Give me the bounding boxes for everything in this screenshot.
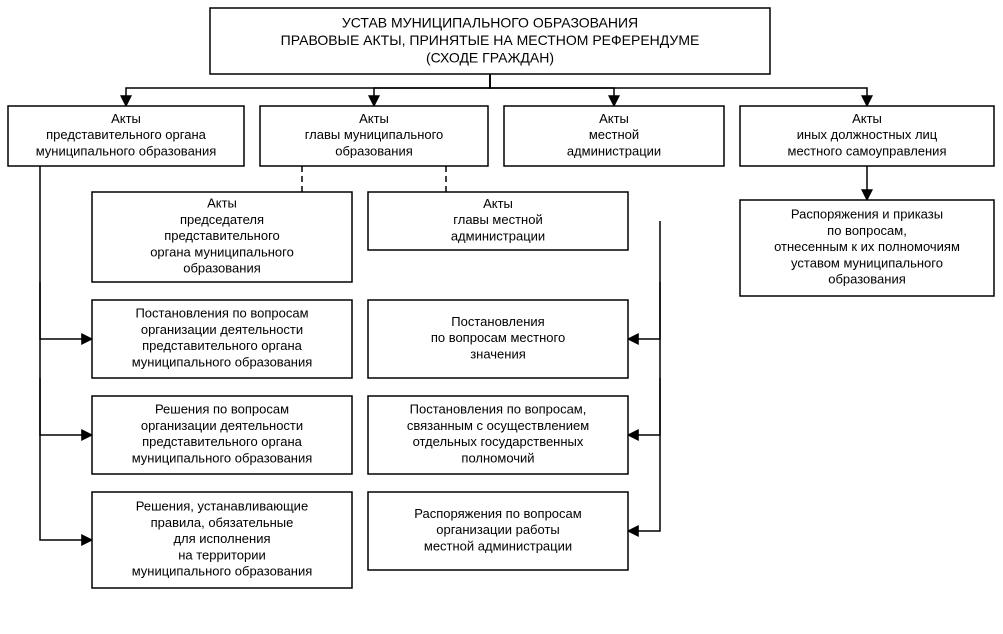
node-root: УСТАВ МУНИЦИПАЛЬНОГО ОБРАЗОВАНИЯПРАВОВЫЕ… — [210, 8, 770, 74]
node-a3: Актыместнойадминистрации — [504, 106, 724, 166]
node-r1: Постановленияпо вопросам местногозначени… — [368, 300, 628, 378]
node-l3: Решения, устанавливающиеправила, обязате… — [92, 492, 352, 588]
node-l2: Решения по вопросаморганизации деятельно… — [92, 396, 352, 474]
flowchart-canvas: УСТАВ МУНИЦИПАЛЬНОГО ОБРАЗОВАНИЯПРАВОВЫЕ… — [0, 0, 1003, 634]
node-a2: Актыглавы муниципальногообразования — [260, 106, 488, 166]
node-r2: Постановления по вопросам,связанным с ос… — [368, 396, 628, 474]
node-l0: Актыпредседателяпредставительногооргана … — [92, 192, 352, 282]
edge — [374, 74, 490, 106]
node-r3: Распоряжения по вопросаморганизации рабо… — [368, 492, 628, 570]
node-a4: Актыиных должностных лицместного самоупр… — [740, 106, 994, 166]
node-l1: Постановления по вопросаморганизации дея… — [92, 300, 352, 378]
node-a4sub: Распоряжения и приказыпо вопросам,отнесе… — [740, 200, 994, 296]
edge — [126, 74, 490, 106]
edge — [40, 378, 92, 540]
edge — [490, 74, 867, 106]
edge — [628, 221, 660, 339]
node-label: Распоряжения по вопросаморганизации рабо… — [414, 506, 581, 554]
node-r0: Актыглавы местнойадминистрации — [368, 192, 628, 250]
node-label: Постановления по вопросаморганизации дея… — [132, 306, 313, 370]
edge — [628, 282, 660, 435]
edge — [490, 74, 614, 106]
node-a1: Актыпредставительного органамуниципально… — [8, 106, 244, 166]
edge — [628, 378, 660, 531]
edge — [40, 282, 92, 435]
node-label: Решения по вопросаморганизации деятельно… — [132, 402, 313, 466]
edge — [40, 166, 92, 339]
